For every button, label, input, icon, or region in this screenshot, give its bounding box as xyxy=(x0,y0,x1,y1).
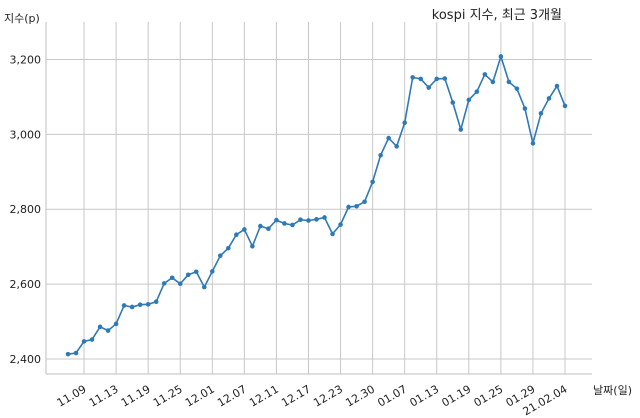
data-point xyxy=(274,217,279,223)
y-axis-label: 지수(p) xyxy=(4,12,40,25)
data-point xyxy=(209,269,215,274)
x-tick-label: 12.23 xyxy=(311,383,345,410)
data-point xyxy=(306,218,311,223)
series-line xyxy=(67,53,566,355)
data-point xyxy=(506,79,512,85)
data-point xyxy=(145,302,151,307)
data-point xyxy=(370,179,375,185)
y-tick-label: 3,000 xyxy=(10,128,42,141)
data-point xyxy=(153,299,159,305)
data-point xyxy=(250,244,255,249)
data-point xyxy=(97,324,103,330)
data-point xyxy=(546,96,552,101)
data-point xyxy=(482,72,488,77)
data-point xyxy=(298,217,303,223)
data-point xyxy=(450,100,456,105)
data-point xyxy=(113,321,119,327)
data-point xyxy=(346,204,351,210)
x-tick-label: 01.07 xyxy=(375,383,409,410)
data-point xyxy=(554,83,560,89)
data-point xyxy=(498,54,504,59)
data-point xyxy=(386,135,391,141)
x-tick-label: 01.19 xyxy=(440,383,474,410)
data-point xyxy=(177,281,183,287)
data-point xyxy=(218,253,223,258)
data-point xyxy=(137,302,143,308)
x-tick-label: 12.07 xyxy=(215,383,249,410)
data-point xyxy=(161,281,167,286)
data-point xyxy=(290,222,295,228)
data-point xyxy=(434,76,440,82)
data-point xyxy=(266,226,271,232)
x-tick-label: 01.13 xyxy=(407,383,441,410)
data-point xyxy=(89,337,95,342)
data-point xyxy=(418,76,424,82)
x-tick-label: 11.09 xyxy=(55,383,89,410)
data-point xyxy=(490,79,496,85)
data-point xyxy=(65,351,71,357)
x-tick-label: 11.19 xyxy=(119,383,153,410)
data-point xyxy=(514,86,520,91)
data-point xyxy=(121,303,127,308)
y-tick-label: 2,400 xyxy=(10,353,42,366)
data-point xyxy=(314,217,319,222)
data-point xyxy=(394,144,399,149)
data-point xyxy=(234,232,239,237)
data-point xyxy=(322,215,327,220)
data-point xyxy=(193,269,199,275)
data-point xyxy=(330,231,335,237)
chart-title: kospi 지수, 최근 3개월 xyxy=(431,8,562,23)
x-tick-label: 11.13 xyxy=(87,383,121,410)
x-tick-label: 12.01 xyxy=(183,383,217,410)
data-point xyxy=(81,339,87,344)
data-point xyxy=(362,199,367,205)
data-point xyxy=(562,103,568,109)
data-point xyxy=(226,245,231,251)
x-tick-label: 11.25 xyxy=(151,383,185,410)
x-axis-label: 날짜(일) xyxy=(593,384,632,397)
data-point xyxy=(426,85,432,90)
data-point xyxy=(338,222,343,227)
data-point xyxy=(530,141,536,146)
data-point xyxy=(402,120,407,126)
data-point xyxy=(458,127,464,132)
data-point xyxy=(105,328,111,333)
data-point xyxy=(538,111,544,116)
data-point xyxy=(474,89,480,94)
data-point xyxy=(201,284,207,290)
data-point xyxy=(282,221,287,226)
data-point xyxy=(442,76,448,81)
x-tick-label: 12.30 xyxy=(343,383,377,410)
data-point xyxy=(466,97,472,103)
data-point xyxy=(185,272,191,278)
x-tick-label: 01.25 xyxy=(472,383,506,410)
data-point xyxy=(129,304,135,310)
y-tick-label: 3,200 xyxy=(10,53,42,66)
x-tick-label: 12.11 xyxy=(247,383,281,410)
y-tick-label: 2,600 xyxy=(10,278,42,291)
data-point xyxy=(258,223,263,229)
data-point xyxy=(378,153,383,158)
data-point xyxy=(73,350,79,356)
data-point xyxy=(410,75,415,80)
data-point xyxy=(242,227,247,232)
data-point xyxy=(354,203,359,209)
x-tick-label: 12.17 xyxy=(279,383,313,410)
data-point xyxy=(169,275,175,281)
y-tick-label: 2,800 xyxy=(10,203,42,216)
data-point xyxy=(522,106,528,111)
